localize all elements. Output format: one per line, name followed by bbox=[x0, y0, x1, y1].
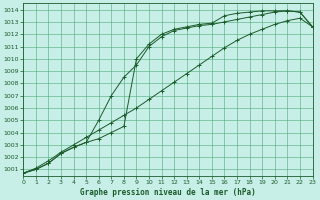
X-axis label: Graphe pression niveau de la mer (hPa): Graphe pression niveau de la mer (hPa) bbox=[80, 188, 256, 197]
